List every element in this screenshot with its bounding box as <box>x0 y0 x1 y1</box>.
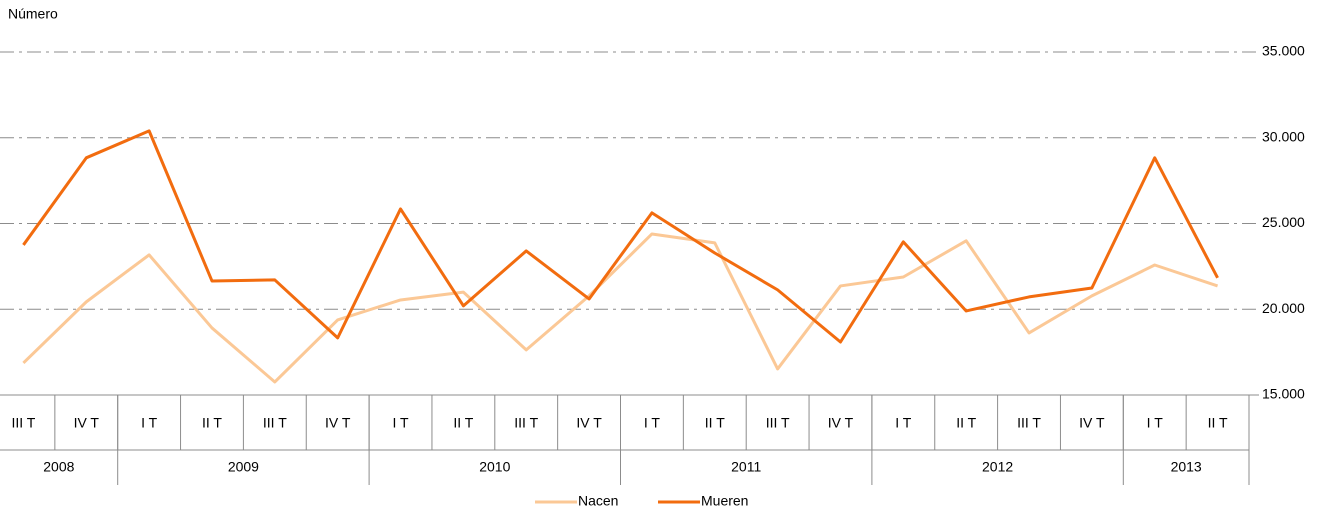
x-tick-label: III T <box>263 415 287 431</box>
x-tick-label: I T <box>141 415 158 431</box>
x-tick-label: I T <box>1147 415 1164 431</box>
x-tick-label: I T <box>392 415 409 431</box>
legend-label: Nacen <box>578 493 618 509</box>
year-label: 2011 <box>731 459 761 475</box>
year-label: 2009 <box>228 459 259 475</box>
series-line <box>22 129 1219 344</box>
x-tick-label: III T <box>11 415 35 431</box>
year-label: 2010 <box>479 459 510 475</box>
y-tick-label: 20.000 <box>1262 300 1305 316</box>
year-label: 2013 <box>1171 459 1202 475</box>
year-label: 2012 <box>982 459 1013 475</box>
y-axis-label: Número <box>8 6 58 22</box>
year-label: 2008 <box>43 459 74 475</box>
x-tick-label: IV T <box>1079 415 1105 431</box>
x-tick-label: III T <box>514 415 538 431</box>
series-line <box>22 232 1219 384</box>
x-tick-label: I T <box>644 415 661 431</box>
legend-label: Mueren <box>701 493 748 509</box>
x-tick-label: IV T <box>576 415 602 431</box>
x-tick-label: I T <box>895 415 912 431</box>
y-tick-label: 30.000 <box>1262 128 1305 144</box>
x-tick-label: IV T <box>325 415 351 431</box>
x-tick-label: II T <box>453 415 473 431</box>
x-tick-label: II T <box>202 415 222 431</box>
y-tick-label: 25.000 <box>1262 214 1305 230</box>
x-tick-label: IV T <box>828 415 854 431</box>
x-tick-label: III T <box>766 415 790 431</box>
x-tick-label: II T <box>956 415 976 431</box>
x-tick-label: II T <box>705 415 725 431</box>
y-tick-label: 15.000 <box>1262 386 1305 402</box>
x-tick-label: IV T <box>74 415 100 431</box>
y-tick-label: 35.000 <box>1262 43 1305 59</box>
x-tick-label: II T <box>1208 415 1228 431</box>
x-tick-label: III T <box>1017 415 1041 431</box>
